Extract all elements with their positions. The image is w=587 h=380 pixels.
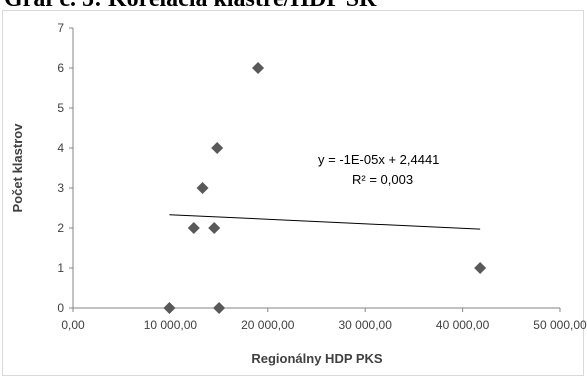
axes-group bbox=[69, 27, 561, 312]
y-tick-label: 4 bbox=[57, 141, 64, 155]
data-point bbox=[252, 62, 265, 74]
y-tick-label: 5 bbox=[57, 101, 64, 115]
y-tick-label: 0 bbox=[57, 301, 64, 315]
y-tick-label: 2 bbox=[57, 221, 64, 235]
data-point bbox=[208, 222, 221, 234]
tick-labels-group: 0 1 2 3 4 5 6 7 0,00 10 000,00 20 000,00 30 000,00 4… bbox=[57, 21, 587, 332]
y-tick-label: 1 bbox=[57, 261, 64, 275]
x-axis-title: Regionálny HDP PKS bbox=[251, 351, 383, 366]
data-point bbox=[213, 302, 226, 314]
y-tick-label: 7 bbox=[57, 21, 64, 35]
data-point bbox=[196, 182, 209, 194]
r-squared-label: R² = 0,003 bbox=[352, 172, 413, 187]
data-point bbox=[187, 222, 200, 234]
trendline-group bbox=[169, 214, 481, 230]
x-tick-label: 30 000,00 bbox=[339, 318, 393, 332]
data-point bbox=[474, 262, 487, 274]
data-point bbox=[211, 142, 224, 154]
x-tick-label: 20 000,00 bbox=[241, 318, 295, 332]
chart-area bbox=[2, 10, 584, 376]
data-point bbox=[163, 302, 176, 314]
y-tick-label: 6 bbox=[57, 61, 64, 75]
trendline-equation: y = -1E-05x + 2,4441 bbox=[318, 152, 439, 167]
x-tick-label: 10 000,00 bbox=[144, 318, 198, 332]
x-tick-label: 40 000,00 bbox=[436, 318, 490, 332]
trendline bbox=[169, 214, 481, 230]
x-tick-label: 50 000,00 bbox=[533, 318, 587, 332]
x-tick-label: 0,00 bbox=[61, 318, 85, 332]
chart-caption: Graf č. 5: Korelácia klastre/HDP SR bbox=[4, 0, 376, 13]
y-axis-title: Počet klastrov bbox=[10, 123, 25, 213]
points-group bbox=[163, 62, 487, 314]
y-tick-label: 3 bbox=[57, 181, 64, 195]
